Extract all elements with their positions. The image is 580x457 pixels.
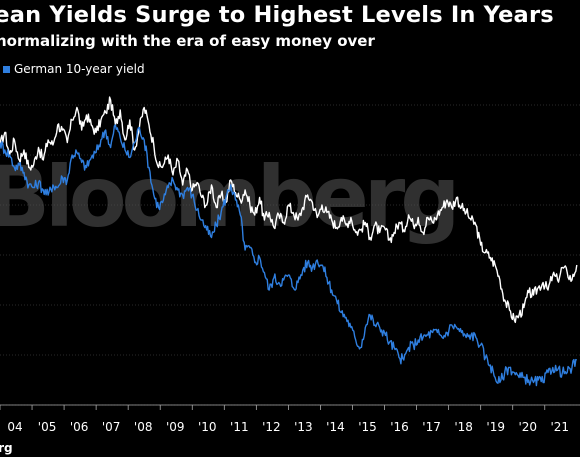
x-tick-label: 04 [7, 420, 22, 434]
x-tick-label: '09 [166, 420, 185, 434]
x-tick-label: '15 [358, 420, 377, 434]
x-tick-label: '05 [38, 420, 57, 434]
x-tick-label: '18 [454, 420, 473, 434]
x-tick-label: '20 [518, 420, 537, 434]
x-tick-label: '06 [70, 420, 89, 434]
x-tick-label: '10 [198, 420, 217, 434]
x-tick-label: '13 [294, 420, 313, 434]
series-line-german-10-year-yield [0, 124, 578, 387]
chart-title: pean Yields Surge to Highest Levels In Y… [0, 2, 554, 28]
chart-subtitle: normalizing with the era of easy money o… [0, 32, 375, 50]
series-line-white [0, 96, 578, 324]
legend: German 10-year yield [3, 62, 145, 76]
x-tick-label: '08 [134, 420, 153, 434]
watermark: Bloomberg [0, 148, 460, 246]
x-tick-label: '07 [102, 420, 121, 434]
x-tick-label: '16 [390, 420, 409, 434]
x-tick-label: '14 [326, 420, 345, 434]
x-tick-label: '12 [262, 420, 281, 434]
x-tick-label: '19 [486, 420, 505, 434]
x-tick-label: '17 [422, 420, 441, 434]
legend-swatch [3, 65, 10, 73]
x-tick-label: '21 [550, 420, 569, 434]
legend-label: German 10-year yield [14, 62, 145, 76]
x-tick-label: '11 [230, 420, 249, 434]
source-label: erg [0, 441, 13, 455]
